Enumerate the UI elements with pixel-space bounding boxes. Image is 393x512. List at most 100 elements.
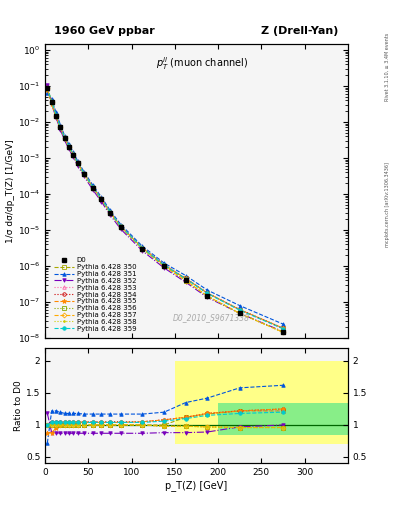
- Text: D0_2010_S9671338: D0_2010_S9671338: [173, 313, 250, 322]
- Pythia 6.428 359: [90, 184, 95, 190]
- Pythia 6.428 354: [108, 209, 112, 215]
- Pythia 6.428 351: [237, 303, 242, 309]
- Pythia 6.428 352: [75, 163, 80, 169]
- Pythia 6.428 352: [90, 187, 95, 193]
- Pythia 6.428 351: [45, 90, 50, 96]
- Pythia 6.428 356: [71, 152, 75, 158]
- Pythia 6.428 357: [99, 197, 104, 203]
- Pythia 6.428 356: [205, 293, 210, 299]
- Pythia 6.428 352: [50, 101, 54, 108]
- Pythia 6.428 350: [237, 307, 242, 313]
- Pythia 6.428 357: [281, 329, 285, 335]
- Pythia 6.428 358: [140, 246, 145, 252]
- Line: Pythia 6.428 355: Pythia 6.428 355: [45, 87, 285, 331]
- Pythia 6.428 354: [162, 262, 167, 268]
- Line: Pythia 6.428 358: Pythia 6.428 358: [46, 86, 285, 334]
- Pythia 6.428 357: [82, 171, 86, 177]
- Pythia 6.428 353: [205, 290, 210, 296]
- Pythia 6.428 350: [162, 263, 167, 269]
- Pythia 6.428 351: [75, 158, 80, 164]
- Text: Z (Drell-Yan): Z (Drell-Yan): [261, 26, 339, 36]
- Pythia 6.428 356: [62, 135, 67, 141]
- Pythia 6.428 350: [50, 99, 54, 105]
- Pythia 6.428 354: [71, 151, 75, 157]
- Legend: D0, Pythia 6.428 350, Pythia 6.428 351, Pythia 6.428 352, Pythia 6.428 353, Pyth: D0, Pythia 6.428 350, Pythia 6.428 351, …: [52, 254, 139, 334]
- Pythia 6.428 356: [58, 124, 63, 131]
- Pythia 6.428 356: [119, 224, 123, 230]
- Line: Pythia 6.428 353: Pythia 6.428 353: [46, 86, 285, 330]
- Bar: [175, 361, 348, 444]
- Pythia 6.428 351: [58, 121, 63, 127]
- Y-axis label: 1/σ dσ/dp_T(Z) [1/GeV]: 1/σ dσ/dp_T(Z) [1/GeV]: [6, 139, 15, 243]
- Pythia 6.428 354: [237, 307, 242, 313]
- Pythia 6.428 351: [50, 96, 54, 102]
- Pythia 6.428 355: [50, 101, 54, 108]
- Pythia 6.428 356: [67, 144, 72, 150]
- Pythia 6.428 352: [162, 265, 167, 271]
- Pythia 6.428 353: [82, 170, 86, 177]
- Line: Pythia 6.428 351: Pythia 6.428 351: [46, 91, 285, 326]
- Pythia 6.428 354: [99, 196, 104, 202]
- Pythia 6.428 351: [119, 222, 123, 228]
- Pythia 6.428 352: [184, 279, 188, 285]
- Pythia 6.428 351: [82, 169, 86, 175]
- Pythia 6.428 356: [75, 160, 80, 166]
- Pythia 6.428 353: [108, 209, 112, 215]
- Pythia 6.428 352: [53, 115, 59, 121]
- Pythia 6.428 356: [237, 310, 242, 316]
- Pythia 6.428 350: [82, 171, 86, 177]
- Pythia 6.428 355: [205, 290, 210, 296]
- Pythia 6.428 356: [184, 278, 188, 284]
- Pythia 6.428 350: [205, 290, 210, 296]
- Pythia 6.428 359: [99, 196, 104, 202]
- Pythia 6.428 358: [237, 310, 242, 316]
- Pythia 6.428 353: [75, 160, 80, 166]
- Pythia 6.428 354: [90, 184, 95, 190]
- Pythia 6.428 351: [162, 260, 167, 266]
- Pythia 6.428 354: [67, 143, 72, 150]
- Pythia 6.428 351: [67, 141, 72, 147]
- Pythia 6.428 351: [71, 150, 75, 156]
- Pythia 6.428 357: [45, 84, 50, 91]
- Pythia 6.428 354: [75, 160, 80, 166]
- Pythia 6.428 358: [82, 171, 86, 177]
- Pythia 6.428 359: [67, 143, 72, 150]
- Pythia 6.428 354: [82, 170, 86, 177]
- Pythia 6.428 353: [237, 307, 242, 313]
- Line: Pythia 6.428 357: Pythia 6.428 357: [46, 86, 285, 334]
- Pythia 6.428 355: [99, 196, 104, 202]
- Pythia 6.428 353: [71, 152, 75, 158]
- Pythia 6.428 359: [75, 160, 80, 166]
- Pythia 6.428 356: [140, 246, 145, 252]
- Pythia 6.428 358: [205, 293, 210, 299]
- Pythia 6.428 353: [50, 99, 54, 105]
- Pythia 6.428 359: [119, 223, 123, 229]
- Pythia 6.428 358: [119, 224, 123, 230]
- Pythia 6.428 357: [62, 135, 67, 141]
- Pythia 6.428 358: [162, 263, 167, 269]
- Pythia 6.428 350: [58, 124, 63, 131]
- Pythia 6.428 356: [50, 99, 54, 105]
- Pythia 6.428 357: [75, 160, 80, 166]
- Line: Pythia 6.428 356: Pythia 6.428 356: [46, 86, 285, 334]
- Pythia 6.428 350: [90, 184, 95, 190]
- Pythia 6.428 358: [184, 278, 188, 284]
- Pythia 6.428 350: [75, 160, 80, 166]
- Pythia 6.428 353: [119, 223, 123, 229]
- Pythia 6.428 350: [119, 224, 123, 230]
- Pythia 6.428 350: [281, 326, 285, 332]
- Pythia 6.428 356: [108, 209, 112, 216]
- Pythia 6.428 359: [53, 112, 59, 118]
- Pythia 6.428 351: [90, 182, 95, 188]
- Line: Pythia 6.428 352: Pythia 6.428 352: [46, 83, 285, 333]
- Pythia 6.428 353: [140, 245, 145, 251]
- Pythia 6.428 353: [53, 112, 59, 118]
- Pythia 6.428 355: [162, 262, 167, 268]
- Pythia 6.428 352: [45, 82, 50, 88]
- Pythia 6.428 352: [281, 329, 285, 335]
- Pythia 6.428 350: [53, 113, 59, 119]
- Pythia 6.428 353: [58, 124, 63, 130]
- Pythia 6.428 357: [58, 124, 63, 131]
- Text: 1960 GeV ppbar: 1960 GeV ppbar: [54, 26, 155, 36]
- Pythia 6.428 358: [99, 197, 104, 203]
